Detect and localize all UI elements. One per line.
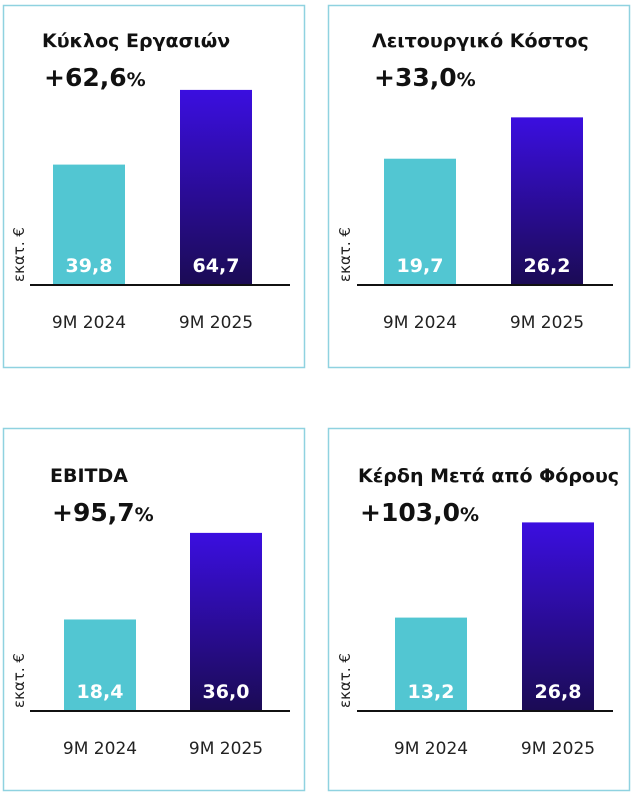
change-percent: +62,6% [44, 63, 146, 92]
category-label: 9M 2025 [189, 739, 263, 759]
change-percent: +103,0% [360, 498, 479, 527]
chart-title: Κύκλος Εργασιών [42, 30, 230, 52]
y-axis-label: εκατ. € [336, 653, 354, 708]
panel-border [327, 427, 631, 792]
bar-9m-2024 [395, 617, 467, 710]
category-label: 9M 2024 [63, 739, 137, 759]
category-label: 9M 2025 [521, 739, 595, 759]
change-percent: +33,0% [374, 63, 476, 92]
chart-panel-1: Κύκλος Εργασιών +62,6% 39,8 9M 2024 64,7 9M 2… [2, 4, 306, 369]
value-label: 13,2 [408, 681, 455, 703]
chart-title: Κέρδη Μετά από Φόρους [358, 465, 619, 487]
bar-9m-2024 [64, 619, 136, 710]
bar-9m-2024 [53, 164, 125, 284]
bar-9m-2025 [522, 522, 594, 710]
y-axis-label: εκατ. € [10, 653, 28, 708]
value-label: 64,7 [193, 255, 240, 277]
value-label: 19,7 [397, 255, 444, 277]
y-axis-label: εκατ. € [10, 227, 28, 282]
category-label: 9M 2024 [52, 313, 126, 333]
value-label: 26,8 [535, 681, 582, 703]
panel-border [2, 4, 306, 369]
panel-border [2, 427, 306, 792]
chart-title: EBITDA [50, 465, 128, 487]
value-label: 18,4 [77, 681, 124, 703]
chart-panel-2: Λειτουργικό Κόστος +33,0% 19,7 9M 2024 26,2 9… [327, 4, 631, 369]
y-axis-label: εκατ. € [336, 227, 354, 282]
change-percent: +95,7% [52, 498, 154, 527]
panel-border [327, 4, 631, 369]
bar-9m-2025 [180, 89, 252, 285]
bar-9m-2025 [190, 532, 262, 710]
category-label: 9M 2025 [510, 313, 584, 333]
category-label: 9M 2024 [383, 313, 457, 333]
chart-panel-3: EBITDA +95,7% 18,4 9M 2024 36,0 9M 2025 εκατ. … [2, 427, 306, 792]
bar-9m-2024 [384, 158, 456, 284]
chart-title: Λειτουργικό Κόστος [372, 30, 589, 52]
value-label: 39,8 [66, 255, 113, 277]
value-label: 26,2 [524, 255, 571, 277]
chart-panel-4: Κέρδη Μετά από Φόρους +103,0% 13,2 9M 2024 2… [327, 427, 631, 792]
value-label: 36,0 [203, 681, 250, 703]
category-label: 9M 2025 [179, 313, 253, 333]
bar-9m-2025 [511, 117, 583, 284]
category-label: 9M 2024 [394, 739, 468, 759]
